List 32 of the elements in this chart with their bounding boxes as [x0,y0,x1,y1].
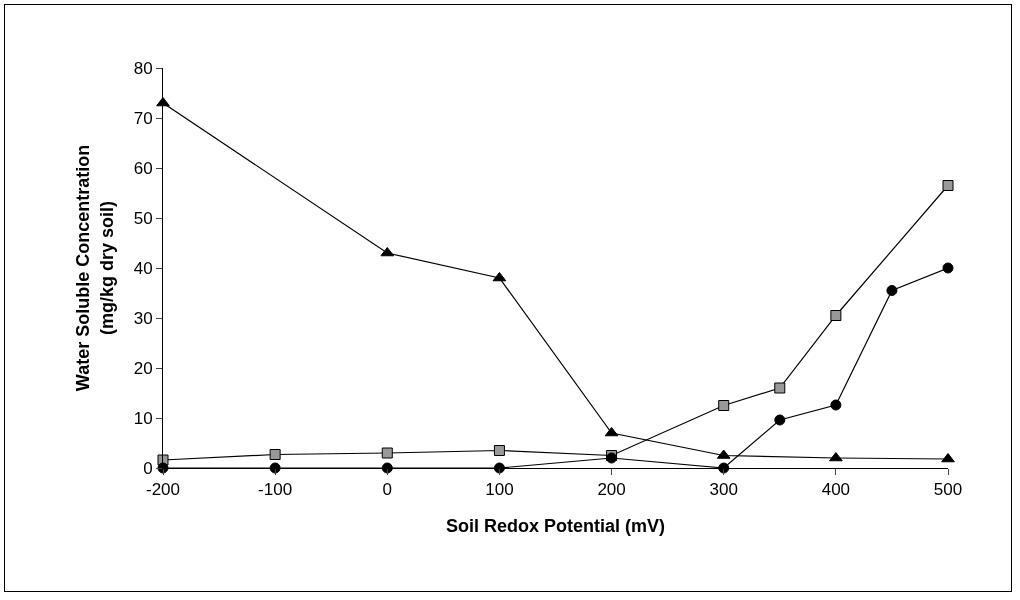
x-tick-label: 200 [597,480,626,500]
x-tick-label: 300 [709,480,738,500]
y-tick-label: 50 [133,208,153,228]
point [942,180,954,191]
point [774,382,786,394]
point [269,449,281,460]
y-tick-label: 70 [133,108,153,128]
y-tick-label: 30 [133,308,153,328]
y-axis-title: Water Soluble Concentration (mg/kg dry soil) [73,144,117,392]
point [830,399,842,411]
point [941,453,955,463]
point [830,310,842,321]
y-tick-label: 40 [133,258,153,278]
point [381,447,393,459]
y-tick-label: 80 [133,58,153,78]
point [718,400,730,411]
x-tick-label: 0 [382,480,393,500]
point [493,445,505,456]
x-tick-label: -100 [258,480,293,500]
y-tick-label: 10 [133,408,153,428]
point [774,414,786,426]
x-tick-label: 400 [821,480,851,500]
x-tick-label: 100 [485,480,514,500]
x-axis-title: Soil Redox Potential (mV) [445,515,666,536]
point [886,285,898,296]
x-tick-label: -200 [145,480,181,500]
y-tick-label: 60 [133,158,153,178]
x-tick-label: 500 [933,480,963,500]
point [829,452,843,462]
y-tick-label: 0 [143,458,153,478]
point [942,262,954,274]
y-tick-label: 20 [133,358,153,378]
